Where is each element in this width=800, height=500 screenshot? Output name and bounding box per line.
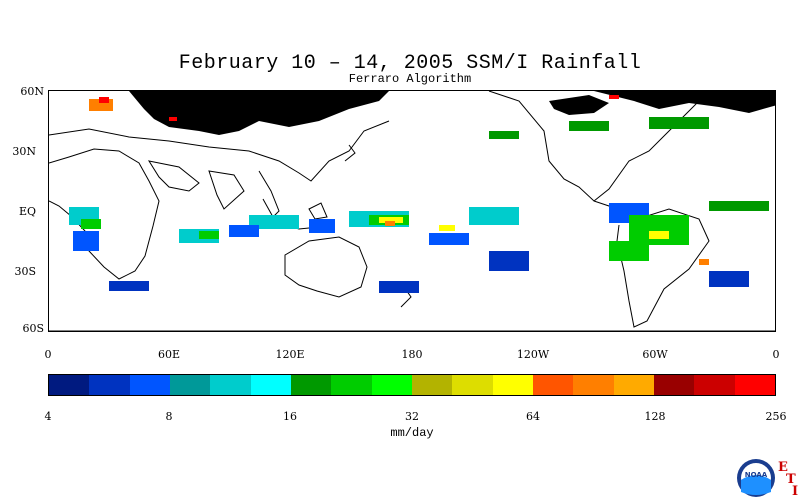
colorbar-segment-12	[532, 375, 574, 395]
colorbar-segment-16	[694, 375, 735, 395]
colorbar-segment-0	[49, 375, 90, 395]
map-canvas	[49, 91, 775, 331]
lat-label-30n: 30N	[12, 145, 36, 158]
eti-letter-e: E	[778, 460, 788, 475]
colorbar-units: mm/day	[390, 426, 434, 440]
map-subtitle: Ferraro Algorithm	[348, 72, 472, 86]
colorbar-tick-256: 256	[765, 410, 787, 423]
rain-patch	[99, 95, 619, 121]
colorbar-tick-32: 32	[405, 410, 419, 423]
lon-label-0-left: 0	[44, 348, 52, 361]
colorbar-tick-8: 8	[165, 410, 173, 423]
colorbar-segment-10	[452, 375, 493, 395]
lon-label-60w: 60W	[642, 348, 668, 361]
lon-label-0-right: 0	[772, 348, 780, 361]
colorbar-segment-3	[169, 375, 211, 395]
eti-letter-i: I	[792, 484, 799, 499]
colorbar-tick-4: 4	[44, 410, 52, 423]
colorbar-segment-9	[411, 375, 453, 395]
rain-patch	[73, 203, 649, 251]
colorbar-segment-4	[210, 375, 251, 395]
lon-label-60e: 60E	[157, 348, 181, 361]
lat-label-60n: 60N	[20, 85, 44, 98]
rainfall-patches	[69, 95, 769, 293]
rain-patch	[109, 251, 749, 293]
rain-patch	[379, 217, 669, 239]
lat-label-eq: EQ	[18, 205, 36, 218]
colorbar-segment-15	[653, 375, 695, 395]
colorbar-tick-16: 16	[283, 410, 297, 423]
eti-letter-t: T	[786, 472, 796, 487]
map-title: February 10 – 14, 2005 SSM/I Rainfall	[178, 52, 642, 75]
noaa-logo: NOAA	[737, 459, 775, 497]
lon-label-180: 180	[401, 348, 423, 361]
rainfall-map	[48, 90, 776, 332]
color-legend	[48, 374, 776, 396]
colorbar-segment-13	[573, 375, 614, 395]
ice-mask	[129, 91, 775, 135]
colorbar-segment-7	[331, 375, 372, 395]
colorbar-segment-11	[492, 375, 533, 395]
lon-label-120e: 120E	[275, 348, 305, 361]
colorbar-tick-64: 64	[526, 410, 540, 423]
lat-label-30s: 30S	[14, 265, 36, 278]
colorbar-segment-14	[613, 375, 654, 395]
colorbar-tick-128: 128	[644, 410, 666, 423]
colorbar-segment-8	[371, 375, 412, 395]
colorbar-segment-5	[250, 375, 291, 395]
colorbar-segment-2	[129, 375, 170, 395]
colorbar-segment-17	[734, 375, 775, 395]
noaa-logo-text: NOAA	[745, 471, 768, 479]
rain-patch	[489, 117, 769, 211]
colorbar-segment-6	[290, 375, 332, 395]
lon-label-120w: 120W	[516, 348, 550, 361]
colorbar-segment-1	[89, 375, 130, 395]
lat-label-60s: 60S	[22, 322, 44, 335]
